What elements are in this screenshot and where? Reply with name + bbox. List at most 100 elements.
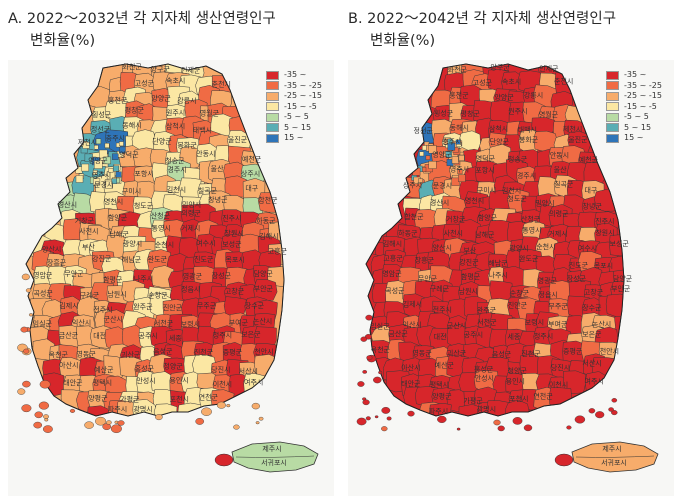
region-label: 장성군: [567, 274, 587, 283]
region-label: 청도군: [507, 195, 527, 203]
region-label: 서천군: [477, 318, 497, 327]
region-label: 서귀포시: [601, 458, 627, 467]
region-label: 당진시: [551, 363, 570, 372]
island: [381, 426, 388, 432]
region-label: 보령시: [525, 319, 544, 327]
island: [95, 416, 107, 426]
legend-label: -35 ~: [284, 70, 307, 79]
region-label: 양평군: [432, 391, 452, 400]
region-label: 합천군: [258, 195, 278, 204]
island: [216, 401, 226, 409]
region-label: 칠곡군: [198, 186, 218, 195]
island: [23, 348, 30, 354]
region-label: 제천시: [563, 125, 582, 134]
legend-swatch: [606, 70, 619, 80]
region-label: 의령군: [549, 209, 569, 218]
region-label: 영동군: [76, 349, 96, 358]
region-label: 예천군: [242, 155, 262, 164]
region-label: 청송군: [508, 155, 528, 163]
region-label: 완도군: [519, 255, 539, 263]
region-label: 거제시: [548, 229, 567, 238]
region-label: 옥천군: [371, 345, 391, 354]
region-label: 충주시: [442, 137, 461, 146]
region-small: [451, 156, 460, 164]
island: [21, 404, 32, 413]
region-label: 금산군: [388, 329, 408, 338]
region-label: 군산시: [104, 314, 123, 323]
legend-label: 5 ~ 15: [284, 122, 312, 132]
region-label: 천안시: [600, 346, 619, 355]
region-small: [98, 149, 108, 159]
legend-swatch: [606, 112, 619, 122]
region-small: [113, 165, 120, 172]
region-label: 인제군: [181, 66, 201, 75]
island: [574, 415, 586, 424]
map-b: 화천군 양구군 인제군 고성군 속초시 춘천시 홍천군 양양군 강릉시 횡성군 평창군 원주시 영월군 정…: [348, 60, 674, 496]
island: [588, 408, 596, 414]
region-label: 고성군: [473, 78, 493, 87]
island: [22, 380, 31, 388]
region-label: 강진군: [92, 254, 112, 263]
region-label: 증평군: [563, 346, 583, 355]
region-label: 세종: [507, 332, 520, 341]
panel-b-title-line1: B. 2022～2042년 각 지자체 생산연령인구: [348, 11, 617, 27]
region-label: 무안군: [418, 274, 438, 283]
legend-swatch: [266, 112, 279, 122]
region-label: 진천군: [194, 347, 214, 356]
region-small: [419, 151, 424, 157]
region-label: 아산시: [401, 363, 420, 372]
region-label: 논산시: [592, 320, 611, 329]
island: [110, 424, 122, 434]
region: [132, 399, 157, 416]
region-label: 해남군: [488, 258, 508, 267]
region-small: [418, 178, 423, 183]
island: [456, 427, 461, 431]
region-label: 산청군: [521, 215, 541, 224]
region-label: 진안군: [508, 301, 528, 310]
island: [512, 417, 523, 425]
legend-swatch: [606, 123, 619, 133]
legend-label: -15 ~ -5: [624, 101, 657, 111]
region-label: 익산시: [403, 320, 422, 329]
region-label: 영광군: [183, 271, 203, 280]
region-label: 영암군: [33, 271, 53, 280]
region-label: 합천군: [404, 212, 424, 221]
region-label: 함평군: [461, 272, 481, 281]
region-label: 용인시: [506, 376, 525, 385]
region-label: 괴산군: [121, 350, 141, 359]
panel-b-title-line2: 변화율(%): [370, 33, 436, 49]
region-label: 밀양시: [535, 199, 554, 207]
region-label: 영주시: [92, 171, 111, 180]
region-small: [81, 163, 89, 172]
region: [87, 405, 112, 416]
region-cells: [366, 64, 624, 416]
region-small: [94, 160, 103, 169]
region-label: 군산시: [447, 321, 466, 330]
region-label: 거창군: [446, 214, 466, 223]
legend-swatch: [606, 91, 619, 101]
coastline: [365, 63, 625, 417]
legend-label: -5 ~ 5: [624, 112, 649, 121]
region-label: 부안군: [254, 284, 274, 293]
region-label: 여수시: [578, 244, 597, 253]
legend-label: -35 ~: [624, 70, 647, 79]
region-label: 여주시: [585, 377, 604, 386]
region-label: 의령군: [181, 209, 201, 218]
region-label: 영월군: [539, 110, 559, 119]
region-label: 통영시: [522, 226, 541, 235]
region-small: [97, 170, 103, 177]
region-label: 순천시: [536, 242, 555, 251]
region-small: [75, 175, 84, 183]
region-label: 논산시: [253, 316, 272, 325]
panel-b: B. 2022～2042년 각 지자체 생산연령인구 변화율(%) 화천군 양구군…: [340, 0, 680, 501]
region-label: 예천군: [579, 155, 599, 164]
region-small: [93, 178, 101, 186]
region-label: 통영시: [152, 224, 171, 233]
region-label: 공주시: [464, 331, 483, 339]
region-label: 목포시: [225, 256, 244, 264]
region-label: 함평군: [103, 275, 123, 284]
region-small: [458, 154, 465, 161]
region-label: 부여군: [548, 319, 568, 328]
region-label: 횡성군: [92, 110, 112, 119]
